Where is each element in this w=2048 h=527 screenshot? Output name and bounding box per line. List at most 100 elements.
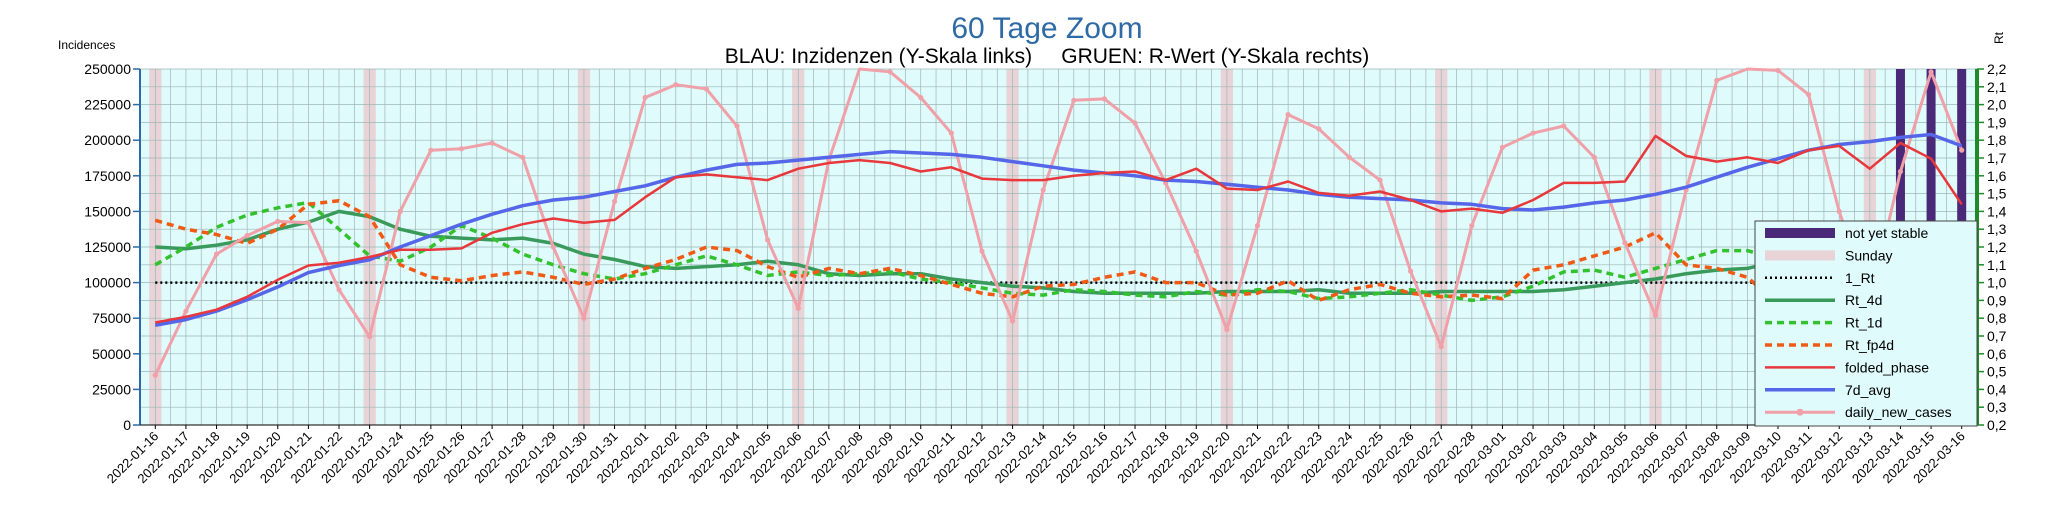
chart-title: 60 Tage Zoom: [951, 12, 1142, 45]
legend-label: folded_phase: [1845, 359, 1929, 375]
right-tick-label: 1,3: [1987, 221, 2007, 237]
series-line-folded_phase: [155, 134, 1963, 324]
legend-label: Rt_1d: [1845, 315, 1882, 331]
data-point-daily_new_cases: [1071, 97, 1077, 103]
data-point-daily_new_cases: [1591, 154, 1597, 160]
data-point-daily_new_cases: [183, 308, 189, 314]
data-point-daily_new_cases: [918, 94, 924, 101]
right-tick-label: 1,7: [1987, 150, 2007, 166]
right-axis-label: Rt: [1992, 31, 2006, 44]
series-line-Rt_4d: [155, 209, 1962, 296]
right-tick-label: 1,2: [1987, 239, 2007, 255]
right-tick-label: 0,2: [1987, 417, 2007, 433]
data-point-daily_new_cases: [1346, 154, 1352, 160]
legend-swatch-not-yet-stable: [1765, 228, 1835, 238]
data-point-daily_new_cases: [1499, 144, 1506, 150]
left-tick-label: 25000: [92, 381, 131, 397]
data-point-daily_new_cases: [489, 140, 495, 146]
left-tick-label: 0: [123, 417, 131, 433]
legend-label: 1_Rt: [1845, 270, 1875, 286]
data-point-daily_new_cases: [550, 244, 556, 250]
data-point-daily_new_cases: [1530, 130, 1536, 136]
series-line-Rt_1d: [154, 200, 1964, 309]
left-tick-label: 100000: [84, 275, 131, 291]
data-point-daily_new_cases: [703, 86, 710, 92]
left-tick-label: 175000: [84, 168, 131, 184]
left-tick-label: 75000: [92, 310, 131, 326]
legend-marker-daily_new_cases: [1796, 408, 1804, 416]
right-tick-label: 2,0: [1987, 97, 2007, 113]
data-point-daily_new_cases: [1652, 312, 1659, 318]
right-tick-label: 0,5: [1987, 364, 2007, 380]
legend-label: Rt_fp4d: [1845, 337, 1894, 353]
right-tick-label: 2,1: [1987, 79, 2007, 95]
series-line-daily_new_cases: [153, 67, 1964, 376]
data-point-daily_new_cases: [397, 208, 403, 214]
right-tick-label: 1,5: [1987, 186, 2007, 202]
data-point-daily_new_cases: [1254, 223, 1261, 229]
data-point-daily_new_cases: [1806, 92, 1812, 98]
data-point-daily_new_cases: [275, 218, 281, 224]
left-tick-label: 250000: [84, 61, 131, 77]
series-line-Rt_fp4d: [154, 198, 1963, 316]
legend-swatch-sunday: [1765, 250, 1835, 261]
right-tick-label: 0,3: [1987, 399, 2007, 415]
left-tick-label: 225000: [84, 97, 131, 113]
data-point-daily_new_cases: [948, 130, 954, 136]
data-point-daily_new_cases: [1101, 96, 1108, 102]
data-point-daily_new_cases: [1469, 223, 1475, 229]
data-point-daily_new_cases: [1316, 126, 1322, 132]
legend-label: not yet stable: [1845, 225, 1928, 241]
right-tick-label: 1,9: [1987, 114, 2007, 130]
data-point-daily_new_cases: [1132, 120, 1138, 126]
data-point-daily_new_cases: [765, 237, 771, 243]
legend-label: Sunday: [1845, 247, 1892, 263]
right-tick-label: 0,9: [1987, 292, 2007, 308]
data-point-daily_new_cases: [611, 198, 618, 205]
data-point-daily_new_cases: [152, 372, 158, 378]
legend-label: Rt_4d: [1845, 292, 1882, 308]
data-point-daily_new_cases: [1897, 168, 1904, 175]
data-point-daily_new_cases: [642, 94, 648, 101]
right-tick-label: 0,4: [1987, 381, 2007, 397]
data-point-daily_new_cases: [1438, 344, 1444, 350]
data-point-daily_new_cases: [336, 287, 342, 293]
data-point-daily_new_cases: [887, 69, 893, 75]
data-point-daily_new_cases: [1224, 326, 1230, 333]
data-point-daily_new_cases: [1193, 248, 1199, 254]
data-point-daily_new_cases: [458, 146, 465, 152]
right-tick-label: 1,0: [1987, 275, 2007, 291]
data-point-daily_new_cases: [1959, 147, 1965, 153]
data-point-daily_new_cases: [1775, 67, 1781, 74]
right-tick-label: 1,1: [1987, 257, 2007, 273]
data-point-daily_new_cases: [1561, 123, 1567, 129]
right-tick-label: 0,7: [1987, 328, 2007, 344]
data-point-daily_new_cases: [1407, 268, 1414, 274]
right-tick-label: 0,8: [1987, 310, 2007, 326]
legend-label: 7d_avg: [1845, 382, 1891, 398]
data-point-daily_new_cases: [213, 251, 220, 257]
data-point-daily_new_cases: [1009, 318, 1016, 324]
left-tick-label: 200000: [84, 132, 131, 148]
legend-label: daily_new_cases: [1845, 404, 1952, 420]
data-point-daily_new_cases: [1836, 208, 1842, 214]
data-point-daily_new_cases: [795, 305, 801, 311]
data-point-daily_new_cases: [1285, 111, 1291, 118]
data-point-daily_new_cases: [1377, 177, 1383, 183]
right-tick-label: 0,6: [1987, 346, 2007, 362]
left-tick-label: 150000: [84, 203, 131, 219]
series-line-7d_avg: [154, 132, 1963, 328]
right-tick-label: 1,8: [1987, 132, 2007, 148]
data-point-daily_new_cases: [1928, 69, 1934, 75]
data-point-daily_new_cases: [520, 154, 526, 160]
left-tick-label: 125000: [84, 239, 131, 255]
legend: not yet stable Sunday 1_Rt Rt_4d Rt_1d Rt_fp4…: [1754, 220, 1978, 427]
data-point-daily_new_cases: [305, 220, 311, 226]
data-point-daily_new_cases: [979, 248, 985, 254]
left-tick-label: 50000: [92, 346, 131, 362]
right-tick-label: 1,6: [1987, 168, 2007, 184]
left-axis-label: Incidences: [58, 38, 115, 52]
data-point-daily_new_cases: [734, 123, 740, 129]
data-point-daily_new_cases: [1622, 240, 1628, 246]
